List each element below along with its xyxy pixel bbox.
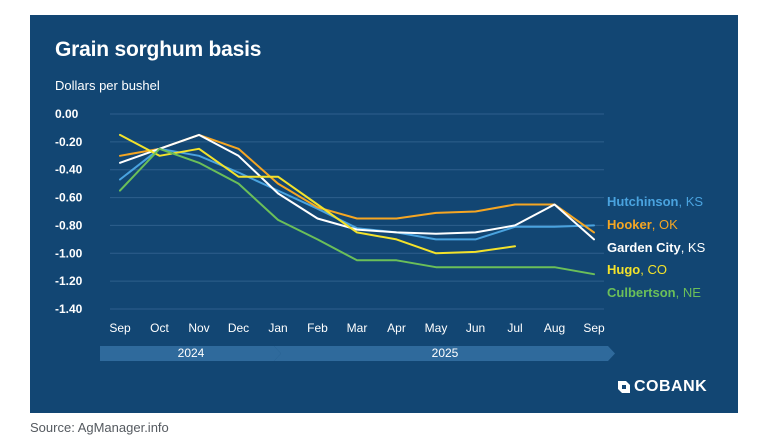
year-band: [100, 346, 281, 361]
y-tick-label: -1.40: [55, 302, 83, 316]
series-line-hugo: [119, 133, 516, 255]
cobank-logo: COBANK: [616, 378, 707, 396]
legend-entry-culbertson: Culbertson, NE: [607, 285, 701, 300]
y-tick-label: -0.20: [55, 135, 83, 149]
series-line-garden-city: [119, 133, 595, 241]
legend-entry-hugo: Hugo, CO: [607, 262, 667, 277]
x-tick-label: Jan: [268, 321, 287, 335]
legend-series-state: , OK: [652, 217, 678, 232]
legend-entry-garden-city: Garden City, KS: [607, 240, 706, 255]
y-tick-label: -0.60: [55, 191, 83, 205]
series-line-hutchinson: [119, 147, 595, 241]
y-tick-label: -0.40: [55, 163, 83, 177]
legend-series-state: , CO: [640, 262, 667, 277]
y-axis-label: Dollars per bushel: [55, 78, 160, 93]
y-tick-label: -1.00: [55, 246, 83, 260]
cobank-logo-text: COBANK: [634, 378, 708, 395]
x-tick-label: Apr: [387, 321, 406, 335]
x-tick-label: Jun: [466, 321, 485, 335]
legend-series-name: Hugo: [607, 262, 640, 277]
legend-series-state: , NE: [676, 285, 702, 300]
y-tick-label: -0.80: [55, 218, 83, 232]
cobank-logo-icon: [618, 381, 630, 393]
line-chart: 0.00 -0.20 -0.40 -0.60 -0.80 -1.00 -1.20 -1.40 S…: [55, 107, 706, 361]
legend-series-name: Hutchinson: [607, 194, 679, 209]
legend-series-name: Garden City: [607, 240, 681, 255]
year-band: [274, 346, 615, 361]
chart-title: Grain sorghum basis: [55, 38, 262, 61]
year-band-label: 2024: [178, 346, 205, 360]
x-tick-label: Nov: [188, 321, 209, 335]
legend-series-name: Hooker: [607, 217, 652, 232]
x-tick-label: Mar: [347, 321, 368, 335]
series-line-culbertson: [119, 147, 595, 276]
legend-series-state: , KS: [681, 240, 706, 255]
legend-entry-hutchinson: Hutchinson, KS: [607, 194, 703, 209]
y-tick-label: 0.00: [55, 107, 79, 121]
chart-panel: Grain sorghum basis Dollars per bushel 0…: [30, 15, 738, 413]
x-tick-label: Sep: [583, 321, 605, 335]
x-tick-label: Sep: [109, 321, 131, 335]
legend-series-name: Culbertson: [607, 285, 676, 300]
x-tick-label: Aug: [544, 321, 565, 335]
legend-series-state: , KS: [679, 194, 704, 209]
x-tick-label: May: [425, 321, 448, 335]
legend-entry-hooker: Hooker, OK: [607, 217, 678, 232]
x-tick-label: Dec: [228, 321, 249, 335]
x-tick-label: Jul: [507, 321, 522, 335]
year-band-label: 2025: [432, 346, 459, 360]
x-tick-label: Oct: [150, 321, 169, 335]
source-note: Source: AgManager.info: [30, 420, 169, 435]
y-tick-label: -1.20: [55, 274, 83, 288]
x-tick-label: Feb: [307, 321, 328, 335]
